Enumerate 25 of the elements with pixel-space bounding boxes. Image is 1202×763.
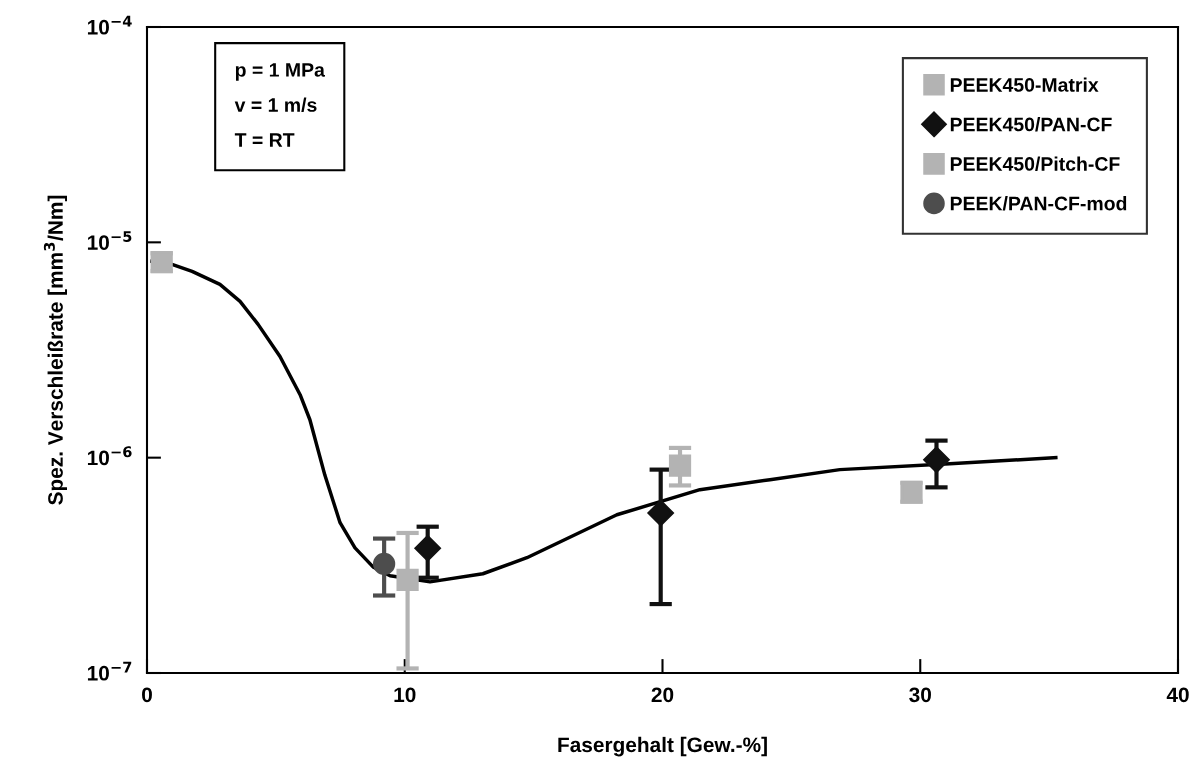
legend-label: PEEK/PAN-CF-mod — [950, 196, 1127, 211]
annotation: p = 1 MPa — [235, 63, 325, 81]
y-tick-label: 10$^{−5}$ — [87, 231, 132, 250]
x-axis-title: Fasergehalt [Gew.-%] — [558, 736, 767, 757]
point — [396, 568, 419, 591]
point — [647, 499, 674, 527]
annotation: v = 1 m/s — [234, 97, 317, 113]
y-tick-label: 10$^{−6}$ — [87, 446, 132, 466]
point — [923, 446, 950, 473]
legend-label: PEEK450/PAN-CF — [950, 117, 1112, 132]
y-tick-label: 10$^{−7}$ — [87, 661, 132, 681]
x-tick-label: 0 — [142, 687, 152, 703]
legend-label: PEEK450/Pitch-CF — [950, 156, 1120, 172]
point — [373, 552, 396, 576]
x-tick-label: 30 — [909, 687, 931, 703]
x-tick-label: 20 — [651, 687, 674, 703]
point — [414, 534, 441, 562]
point — [150, 250, 173, 274]
y-tick-label: 10$^{−4}$ — [87, 15, 132, 35]
point — [668, 454, 692, 477]
legend-label: PEEK450-Matrix — [950, 77, 1099, 92]
y-axis-title: Spez. Verschleißrate [mm$^{3}$/Nm] — [43, 195, 67, 505]
x-tick-label: 40 — [1166, 687, 1189, 703]
annotation: T = RT — [234, 133, 295, 147]
x-tick-label: 10 — [394, 687, 416, 703]
